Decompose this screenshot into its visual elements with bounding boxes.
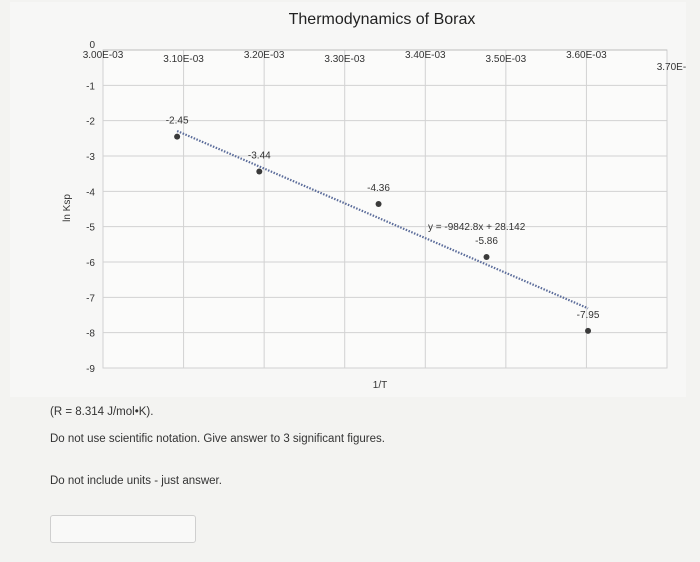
data-point: [483, 254, 490, 261]
chart-svg: 0 -1 -2 -3 -4 -5 -6 -7 -8 -9 3.00E-03 3.10E-03 3.20E…: [62, 11, 686, 391]
plot-area: [102, 49, 668, 369]
data-label: -7.95: [577, 310, 600, 321]
trendline-equation: y = -9842.8x + 28.142: [428, 222, 526, 233]
y-tick-label: -6: [86, 258, 95, 269]
y-tick-label: -9: [86, 364, 95, 375]
chart-card: 0 -1 -2 -3 -4 -5 -6 -7 -8 -9 3.00E-03 3.10E-03 3.20E…: [10, 2, 686, 397]
chart-title: Thermodynamics of Borax: [289, 11, 476, 28]
y-tick-label: -7: [86, 293, 95, 304]
x-tick-label: 3.50E-03: [486, 54, 527, 65]
trendline: [176, 129, 589, 310]
gas-constant-note: (R = 8.314 J/mol•K).: [50, 406, 154, 418]
data-point: [174, 133, 181, 140]
x-tick-label: 3.20E-03: [244, 50, 285, 61]
data-label: -3.44: [248, 151, 271, 162]
data-label: -4.36: [367, 183, 390, 194]
y-tick-label: 0: [89, 40, 95, 51]
x-tick-label: 3.60E-03: [566, 50, 607, 61]
y-tick-label: -4: [86, 187, 95, 198]
y-axis-label: ln Ksp: [62, 194, 73, 222]
data-point: [256, 168, 263, 175]
x-tick-label: 3.70E-03: [657, 62, 686, 73]
y-tick-label: -2: [86, 117, 95, 128]
y-tick-label: -1: [86, 81, 95, 92]
x-tick-label: 3.30E-03: [324, 54, 365, 65]
x-axis-label: 1/T: [373, 380, 387, 391]
y-tick-label: -8: [86, 329, 95, 340]
y-tick-label: -5: [86, 223, 95, 234]
answer-input[interactable]: [50, 515, 196, 543]
data-point: [585, 327, 592, 334]
x-tick-label: 3.40E-03: [405, 50, 446, 61]
x-tick-label: 3.10E-03: [163, 54, 204, 65]
data-label: -5.86: [475, 236, 498, 247]
x-tick-label: 3.00E-03: [83, 50, 124, 61]
units-note: Do not include units - just answer.: [50, 475, 222, 487]
data-point: [375, 201, 382, 208]
y-tick-label: -3: [86, 152, 95, 163]
data-label: -2.45: [166, 116, 189, 127]
instruction-note: Do not use scientific notation. Give ans…: [50, 433, 385, 445]
